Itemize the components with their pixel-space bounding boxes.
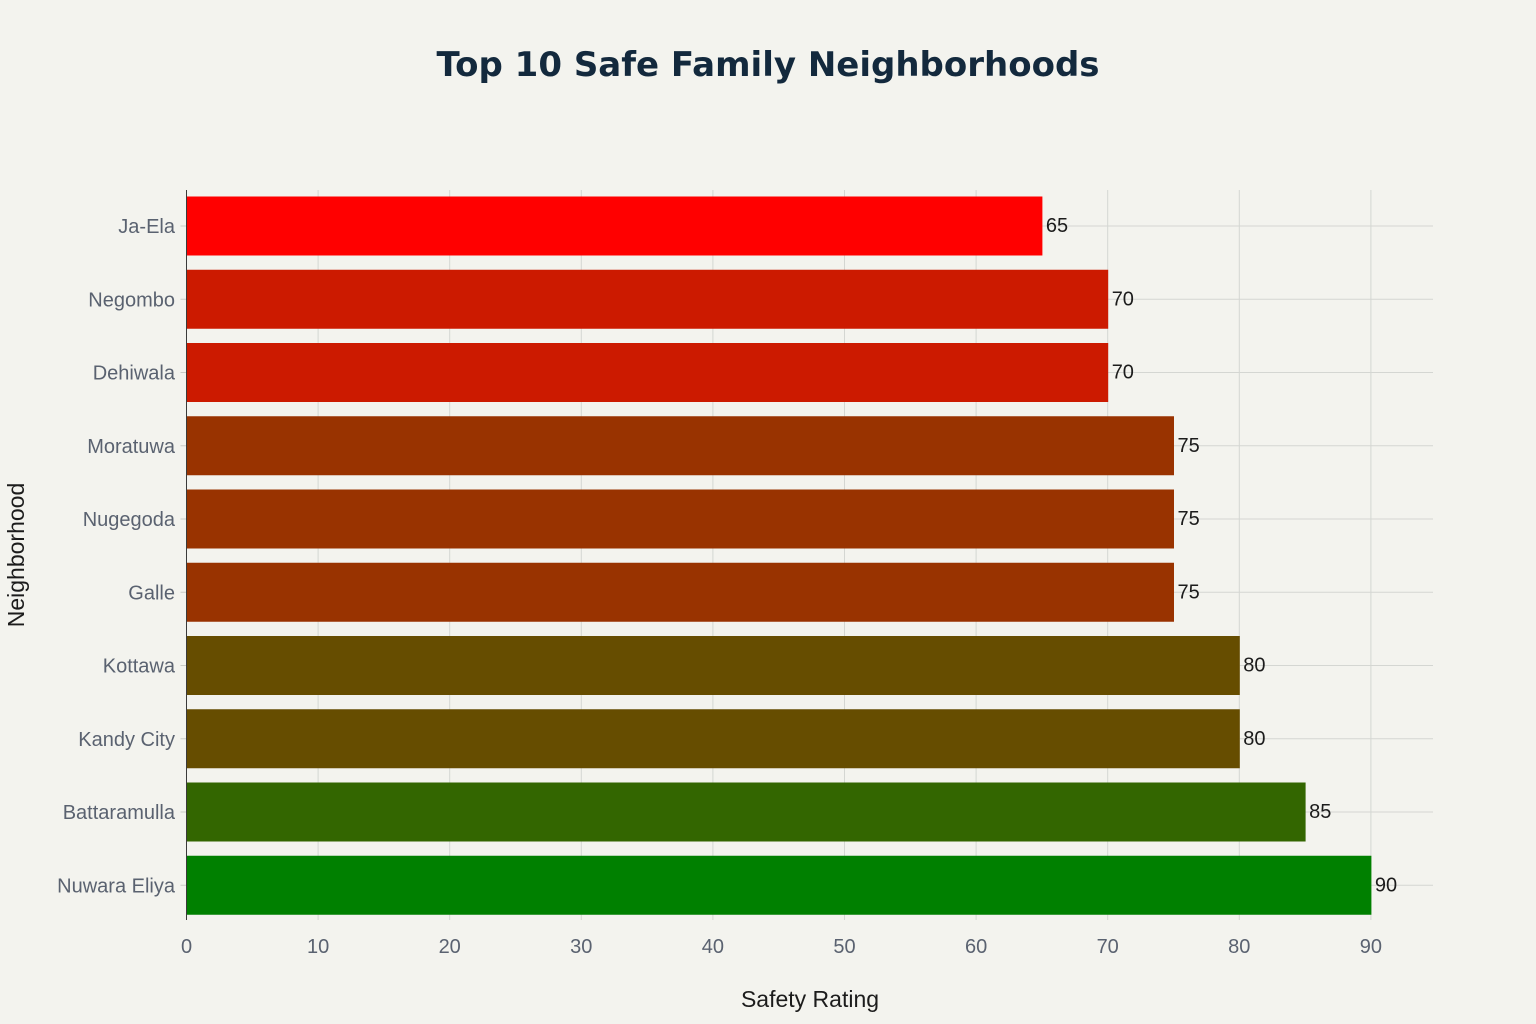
y-tick-label: Nuwara Eliya xyxy=(57,875,176,897)
y-tick-label: Nugegoda xyxy=(83,509,176,531)
x-tick-label: 70 xyxy=(1097,936,1119,958)
bar-negombo[interactable] xyxy=(186,269,1109,329)
y-axis-ticks: Ja-Ela Negombo Dehiwala Moratuwa Nugegoda Gal… xyxy=(57,216,187,897)
x-tick-label: 40 xyxy=(702,936,724,958)
bar-kandy-city[interactable] xyxy=(186,709,1240,769)
data-label: 80 xyxy=(1243,728,1265,750)
data-label: 75 xyxy=(1178,508,1200,530)
bar-nuwara-eliya[interactable] xyxy=(186,855,1372,915)
y-tick-label: Dehiwala xyxy=(93,363,176,385)
data-labels: 65 70 70 75 75 75 80 80 85 90 xyxy=(1046,215,1397,896)
y-tick-label: Negombo xyxy=(88,289,175,311)
x-tick-label: 60 xyxy=(965,936,987,958)
data-label: 65 xyxy=(1046,215,1068,237)
bar-galle[interactable] xyxy=(186,562,1174,622)
y-tick-label: Galle xyxy=(128,582,175,604)
x-tick-label: 0 xyxy=(181,936,192,958)
bar-moratuwa[interactable] xyxy=(186,416,1174,476)
bar-dehiwala[interactable] xyxy=(186,343,1109,402)
bar-kottawa[interactable] xyxy=(186,636,1240,695)
x-tick-label: 30 xyxy=(570,936,592,958)
data-label: 85 xyxy=(1309,801,1331,823)
data-label: 75 xyxy=(1178,435,1200,457)
data-label: 75 xyxy=(1178,581,1200,603)
y-tick-label: Battaramulla xyxy=(63,802,176,824)
x-tick-label: 90 xyxy=(1360,936,1382,958)
x-tick-label: 20 xyxy=(439,936,461,958)
bar-battaramulla[interactable] xyxy=(186,782,1306,842)
data-label: 70 xyxy=(1112,288,1134,310)
bar-nugegoda[interactable] xyxy=(186,489,1174,549)
x-tick-label: 80 xyxy=(1228,936,1250,958)
bar-ja-ela[interactable] xyxy=(186,196,1043,256)
x-tick-label: 50 xyxy=(833,936,855,958)
x-axis-ticks: 0 10 20 30 40 50 60 70 80 90 xyxy=(181,936,1382,958)
bars xyxy=(186,196,1372,915)
y-axis-title: Neighborhood xyxy=(3,483,29,628)
y-tick-label: Moratuwa xyxy=(87,436,176,458)
y-tick-label: Kottawa xyxy=(103,656,176,678)
data-label: 70 xyxy=(1112,362,1134,384)
chart-title: Top 10 Safe Family Neighborhoods xyxy=(436,45,1099,85)
data-label: 80 xyxy=(1243,655,1265,677)
y-tick-label: Kandy City xyxy=(78,729,175,751)
x-axis-title: Safety Rating xyxy=(741,986,879,1012)
y-tick-label: Ja-Ela xyxy=(118,216,176,238)
data-label: 90 xyxy=(1375,874,1397,896)
x-tick-label: 10 xyxy=(307,936,329,958)
